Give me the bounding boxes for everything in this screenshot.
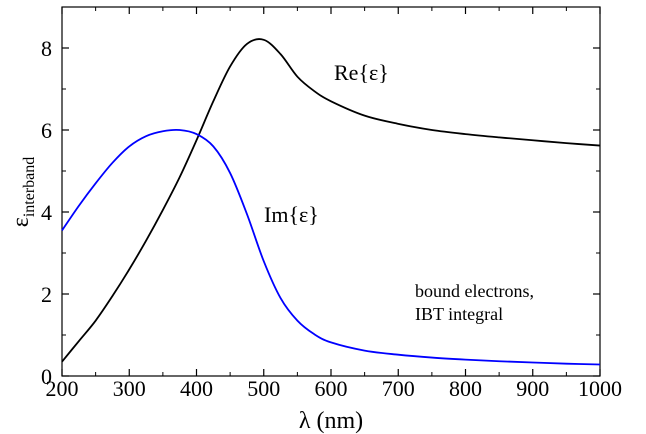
- x-tick-label: 400: [180, 376, 213, 401]
- y-axis-label: εinterband: [8, 157, 38, 228]
- im-epsilon-label: Im{ε}: [264, 202, 319, 227]
- x-tick-label: 1000: [578, 376, 622, 401]
- x-tick-label: 700: [382, 376, 415, 401]
- re-epsilon-label: Re{ε}: [334, 60, 389, 85]
- y-tick-label: 6: [41, 118, 52, 143]
- note-line-1: bound electrons,: [415, 281, 534, 301]
- axis-ticks: 200 300 400 500 600 700 800 900 1000 0 2 4 6 8: [41, 7, 622, 401]
- x-tick-label: 800: [449, 376, 482, 401]
- note-line-2: IBT integral: [415, 304, 503, 324]
- x-tick-label: 900: [516, 376, 549, 401]
- series-line-re: [61, 38, 601, 363]
- series-group: [61, 38, 601, 366]
- x-tick-label: 200: [46, 376, 79, 401]
- x-axis-symbol: λ: [299, 408, 311, 434]
- y-axis-symbol: ε: [8, 217, 34, 227]
- plot-frame: [61, 6, 601, 377]
- y-axis-subscript: interband: [21, 157, 38, 217]
- series-line-im: [61, 128, 601, 366]
- x-axis-label: λ (nm): [299, 408, 363, 434]
- y-tick-label: 4: [41, 200, 52, 225]
- x-tick-label: 300: [113, 376, 146, 401]
- y-tick-label: 0: [41, 364, 52, 389]
- y-tick-label: 8: [41, 36, 52, 61]
- x-axis-unit: (nm): [316, 408, 363, 434]
- x-tick-label: 500: [247, 376, 280, 401]
- y-tick-label: 2: [41, 282, 52, 307]
- x-tick-label: 600: [315, 376, 348, 401]
